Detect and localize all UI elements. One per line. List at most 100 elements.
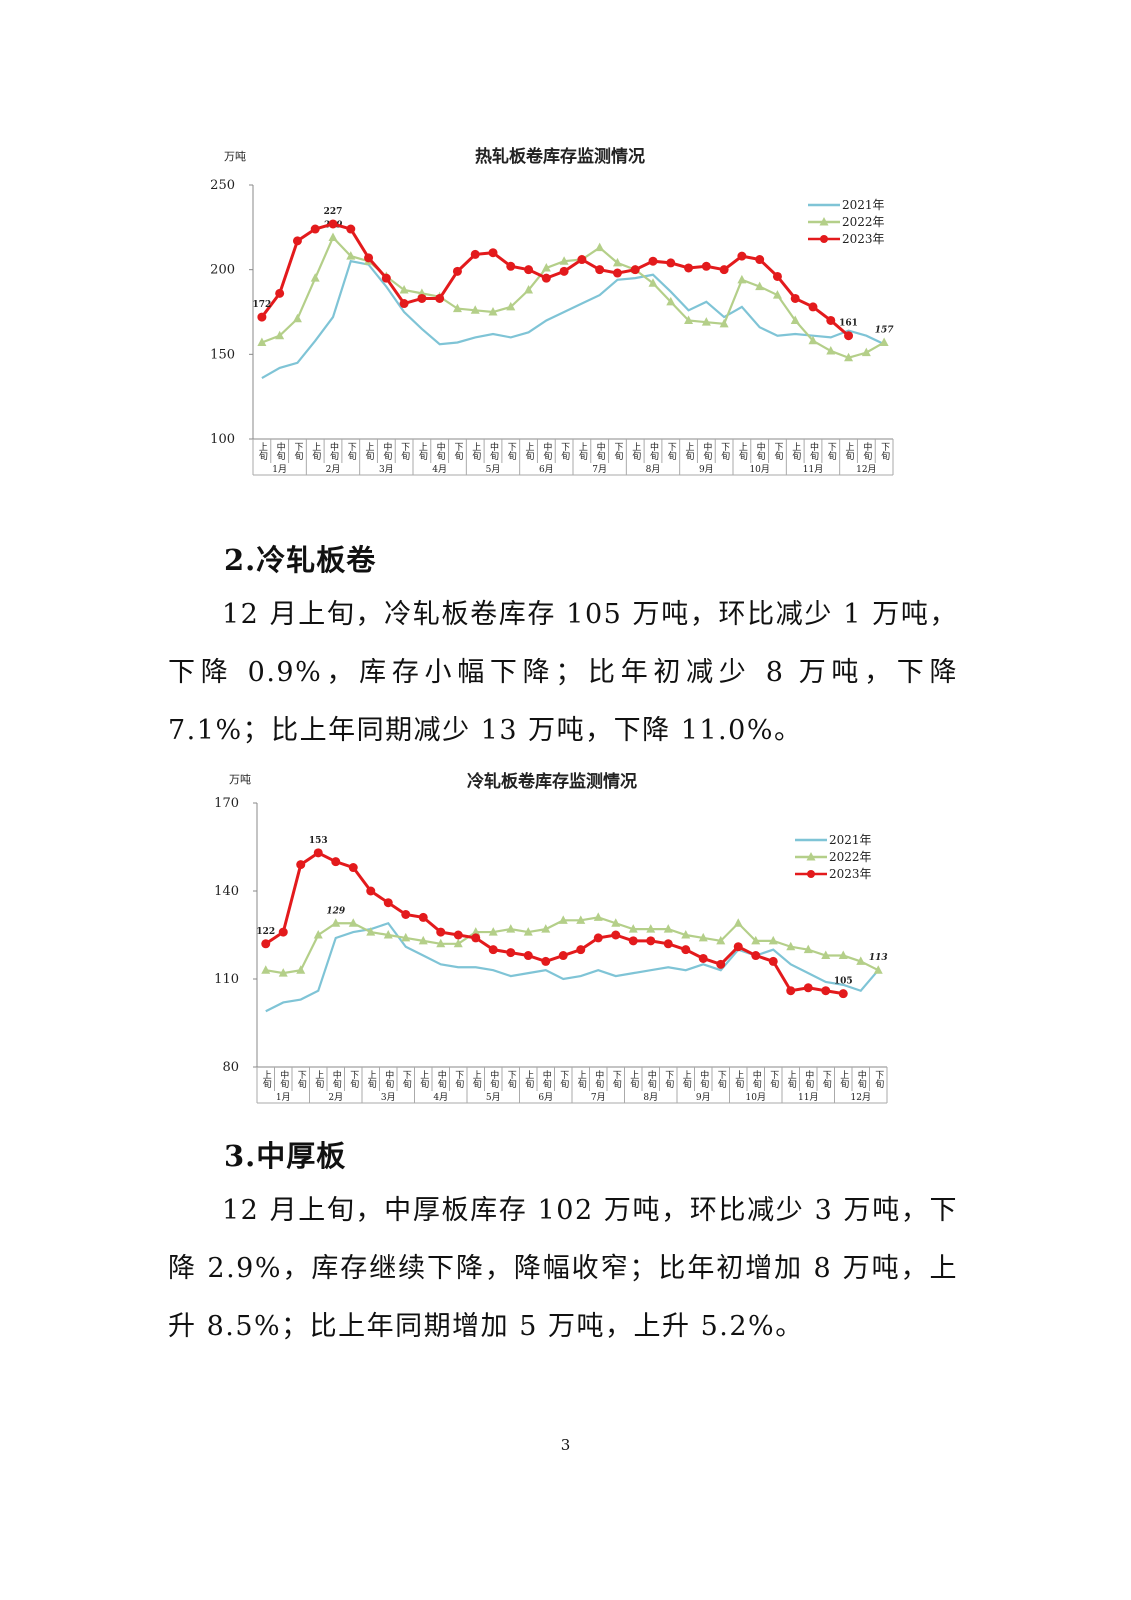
data-point bbox=[453, 938, 463, 948]
x-tick-label: 中旬 bbox=[275, 441, 286, 461]
x-tick-label: 下旬 bbox=[879, 442, 890, 461]
x-tick-label: 上旬 bbox=[261, 1070, 272, 1089]
x-tick-label: 上旬 bbox=[523, 1070, 534, 1089]
data-point bbox=[719, 265, 729, 275]
month-label: 9月 bbox=[699, 464, 714, 475]
data-point bbox=[471, 927, 481, 936]
month-label: 1月 bbox=[272, 464, 287, 475]
x-tick-label: 中旬 bbox=[383, 1069, 394, 1089]
x-tick-label: 上旬 bbox=[684, 442, 695, 461]
legend-label: 2022年 bbox=[842, 215, 885, 229]
data-point bbox=[611, 930, 621, 940]
data-point bbox=[612, 268, 622, 278]
data-point bbox=[488, 945, 498, 955]
month-label: 10月 bbox=[749, 464, 769, 475]
x-tick-label: 中旬 bbox=[541, 441, 552, 461]
legend-marker bbox=[820, 235, 828, 243]
x-tick-label: 下旬 bbox=[611, 1070, 622, 1089]
data-point bbox=[292, 236, 302, 246]
data-point bbox=[418, 935, 428, 945]
data-point bbox=[436, 927, 446, 937]
month-label: 5月 bbox=[486, 1092, 501, 1103]
x-tick-label: 上旬 bbox=[628, 1070, 639, 1089]
x-tick-label: 下旬 bbox=[772, 442, 783, 461]
data-point bbox=[292, 313, 302, 323]
data-point bbox=[275, 288, 285, 298]
x-tick-label: 上旬 bbox=[630, 442, 641, 461]
legend-marker bbox=[807, 870, 815, 878]
data-point bbox=[559, 256, 569, 265]
data-label: 122 bbox=[256, 927, 275, 937]
month-label: 8月 bbox=[646, 464, 661, 475]
data-point bbox=[488, 927, 498, 936]
data-point bbox=[381, 273, 391, 283]
y-tick-label: 170 bbox=[214, 796, 239, 811]
paragraph: 12 月上旬，冷轧板卷库存 105 万吨，环比减少 1 万吨，下降 0.9%，库… bbox=[168, 599, 958, 746]
x-tick-label: 上旬 bbox=[471, 1070, 482, 1089]
data-point bbox=[523, 951, 533, 961]
data-point bbox=[576, 915, 586, 924]
data-point bbox=[821, 986, 831, 996]
data-point bbox=[873, 965, 883, 974]
data-point bbox=[488, 248, 498, 258]
data-point bbox=[648, 256, 658, 266]
x-tick-label: 下旬 bbox=[452, 442, 463, 461]
data-point bbox=[844, 352, 854, 362]
data-point bbox=[470, 305, 480, 314]
data-point bbox=[310, 273, 320, 282]
data-point bbox=[838, 989, 848, 999]
data-point bbox=[593, 912, 603, 921]
x-tick-label: 下旬 bbox=[873, 1070, 884, 1089]
series-line bbox=[260, 222, 850, 337]
data-point bbox=[803, 983, 813, 993]
data-point bbox=[399, 299, 409, 309]
y-tick-label: 80 bbox=[222, 1060, 239, 1075]
data-point bbox=[471, 933, 481, 943]
x-tick-label: 中旬 bbox=[856, 1069, 867, 1089]
x-tick-label: 下旬 bbox=[663, 1070, 674, 1089]
data-point bbox=[772, 290, 782, 299]
data-point bbox=[768, 956, 778, 966]
data-point bbox=[313, 848, 323, 858]
x-tick-label: 上旬 bbox=[790, 442, 801, 461]
data-point bbox=[278, 927, 288, 937]
series-line bbox=[264, 851, 844, 996]
data-point bbox=[611, 918, 621, 927]
data-point bbox=[719, 318, 729, 328]
data-point bbox=[716, 935, 726, 945]
data-label: 157 bbox=[875, 325, 895, 335]
x-tick-label: 下旬 bbox=[768, 1070, 779, 1089]
data-label: 113 bbox=[869, 953, 888, 963]
data-point bbox=[541, 924, 551, 933]
series-line bbox=[265, 916, 879, 975]
legend-marker bbox=[819, 217, 829, 226]
data-point bbox=[681, 930, 691, 939]
x-tick-label: 上旬 bbox=[786, 1070, 797, 1089]
x-tick-label: 上旬 bbox=[733, 1070, 744, 1089]
data-point bbox=[666, 258, 676, 268]
data-point bbox=[364, 253, 374, 263]
data-point bbox=[417, 293, 427, 303]
data-point bbox=[275, 330, 285, 340]
chart: 冷轧板卷库存监测情况万吨80110140170上旬 中旬 下旬 上旬 中旬 下旬 上旬 中旬下… bbox=[214, 771, 888, 1104]
data-point bbox=[838, 950, 848, 960]
y-tick-label: 110 bbox=[214, 972, 239, 987]
data-label: 105 bbox=[834, 977, 853, 987]
x-tick-label: 下旬 bbox=[401, 1070, 412, 1089]
month-label: 3月 bbox=[379, 464, 394, 475]
data-point bbox=[331, 918, 341, 927]
x-tick-label: 中旬 bbox=[541, 1069, 552, 1089]
data-label: 153 bbox=[309, 836, 328, 846]
x-tick-label: 下旬 bbox=[716, 1070, 727, 1089]
data-point bbox=[612, 257, 622, 267]
x-tick-label: 下旬 bbox=[346, 442, 357, 461]
page-number: 3 bbox=[560, 1436, 571, 1454]
data-label: 129 bbox=[326, 906, 346, 916]
month-label: 1月 bbox=[276, 1092, 291, 1103]
data-point bbox=[453, 930, 463, 940]
y-tick-label: 200 bbox=[210, 263, 235, 278]
x-tick-label: 上旬 bbox=[844, 442, 855, 461]
data-point bbox=[844, 331, 854, 341]
x-tick-label: 中旬 bbox=[328, 441, 339, 461]
